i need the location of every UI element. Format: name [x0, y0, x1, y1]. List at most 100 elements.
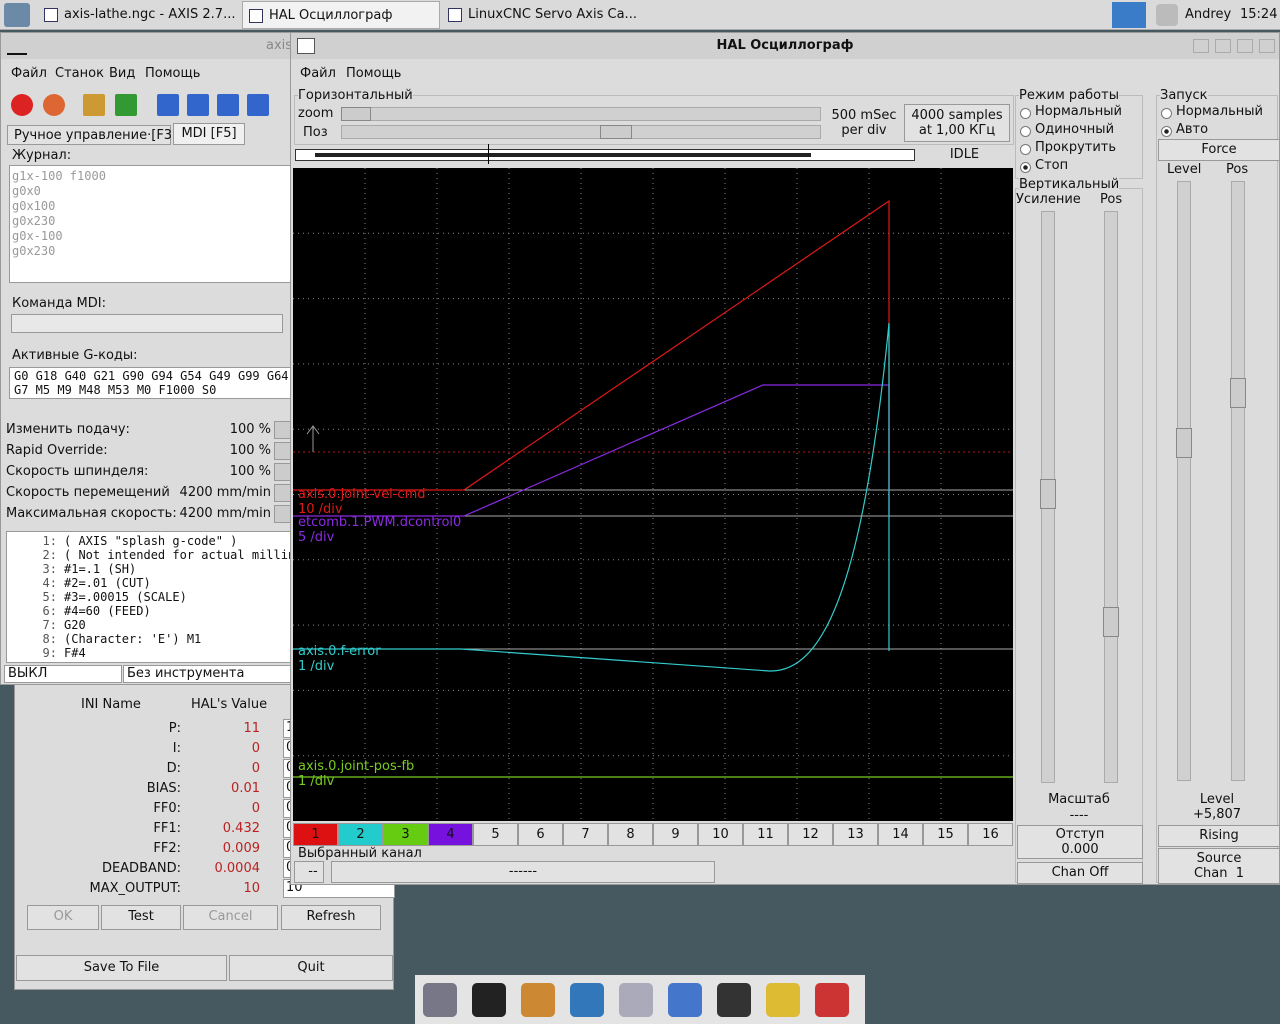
button[interactable]: Chan Off: [1017, 862, 1143, 884]
param-value: 0: [251, 761, 260, 776]
frame-label: Вертикальный: [1019, 177, 1120, 192]
code-line: (Character: 'E') M1: [64, 632, 202, 646]
source-button[interactable]: Source Chan 1: [1158, 848, 1280, 884]
radio-label: Нормальный: [1035, 104, 1122, 119]
toolbar-button[interactable]: [247, 94, 269, 116]
slider[interactable]: [1177, 181, 1191, 781]
menu-item[interactable]: Помощь: [145, 66, 201, 81]
menu-item[interactable]: Файл: [11, 66, 47, 81]
slider-thumb[interactable]: [600, 125, 632, 139]
toolbar-button[interactable]: [217, 94, 239, 116]
override-label: Rapid Override:: [6, 443, 108, 458]
dock-icon[interactable]: [423, 983, 457, 1017]
dock-icon[interactable]: [521, 983, 555, 1017]
toolbar-button[interactable]: [83, 94, 105, 116]
window-control[interactable]: [1259, 39, 1275, 53]
journal-line: g0x230: [12, 214, 56, 228]
dock-icon[interactable]: [472, 983, 506, 1017]
task-button[interactable]: axis-lathe.ngc - AXIS 2.7...: [38, 1, 242, 29]
dock-icon[interactable]: [717, 983, 751, 1017]
channel-button[interactable]: 8: [608, 823, 653, 846]
button[interactable]: Quit: [229, 955, 393, 981]
window-control[interactable]: [1237, 39, 1253, 53]
radio[interactable]: [1020, 126, 1031, 137]
task-button[interactable]: LinuxCNC Servo Axis Ca...: [442, 1, 640, 29]
radio[interactable]: [1020, 144, 1031, 155]
toolbar-button[interactable]: [43, 94, 65, 116]
channel-button[interactable]: 15: [923, 823, 968, 846]
slider[interactable]: [1104, 211, 1118, 783]
frame-label: Режим работы: [1019, 88, 1119, 103]
slider-thumb[interactable]: [341, 107, 371, 121]
channel-button[interactable]: 1: [293, 823, 338, 846]
offset-button[interactable]: Отступ 0.000: [1017, 825, 1143, 859]
button[interactable]: Rising: [1158, 825, 1280, 847]
button[interactable]: Save To File: [16, 955, 227, 981]
menu-item[interactable]: Файл: [300, 66, 336, 81]
menu-item[interactable]: Помощь: [346, 66, 402, 81]
channel-button[interactable]: 6: [518, 823, 563, 846]
start-button[interactable]: [4, 3, 30, 27]
radio[interactable]: [1020, 108, 1031, 119]
label: Pos: [1100, 192, 1123, 207]
dock-icon[interactable]: [668, 983, 702, 1017]
tab[interactable]: MDI [F5]: [173, 123, 245, 145]
program: 1: ( AXIS "splash g-code" ) 2: ( Not intend…: [6, 531, 302, 663]
channel-button[interactable]: 12: [788, 823, 833, 846]
tray-icon[interactable]: [1112, 2, 1146, 28]
channel-button[interactable]: 4: [428, 823, 473, 846]
button[interactable]: Test: [101, 905, 181, 930]
code-line: ( Not intended for actual milling: [64, 548, 303, 562]
toolbar-button[interactable]: [11, 94, 33, 116]
channel-button[interactable]: 3: [383, 823, 428, 846]
radio[interactable]: [1161, 126, 1172, 137]
menu-item[interactable]: Вид: [109, 66, 136, 81]
radio[interactable]: [1020, 162, 1031, 173]
button[interactable]: Force: [1158, 139, 1280, 161]
dock-icon[interactable]: [570, 983, 604, 1017]
dock-icon[interactable]: [766, 983, 800, 1017]
channel-button[interactable]: 11: [743, 823, 788, 846]
button[interactable]: Cancel: [183, 905, 278, 930]
toolbar-button[interactable]: [115, 94, 137, 116]
button[interactable]: OK: [27, 905, 99, 930]
button[interactable]: Refresh: [281, 905, 381, 930]
menu-item[interactable]: Станок: [55, 66, 104, 81]
slider[interactable]: [341, 125, 821, 139]
slider-thumb[interactable]: [1230, 378, 1246, 408]
param-name: FF0:: [153, 801, 181, 816]
channel-button[interactable]: 5: [473, 823, 518, 846]
trigger-marker: [306, 425, 320, 452]
window-control[interactable]: [1193, 39, 1209, 53]
slider-thumb[interactable]: [1040, 479, 1056, 509]
dock-icon[interactable]: [619, 983, 653, 1017]
label: zoom: [298, 106, 334, 121]
tray-icon[interactable]: [1156, 4, 1178, 26]
dock-icon[interactable]: [815, 983, 849, 1017]
window-control[interactable]: [1215, 39, 1231, 53]
task-button[interactable]: HAL Осциллограф: [242, 1, 440, 29]
slider[interactable]: [1231, 181, 1245, 781]
label: Level: [1199, 792, 1235, 807]
toolbar-button[interactable]: [187, 94, 209, 116]
channel-button[interactable]: 7: [563, 823, 608, 846]
line-number: 9:: [42, 646, 57, 660]
channel-button[interactable]: 9: [653, 823, 698, 846]
channel-button[interactable]: 14: [878, 823, 923, 846]
channel-button[interactable]: 2: [338, 823, 383, 846]
channel-button[interactable]: 10: [698, 823, 743, 846]
mdi-entry[interactable]: [11, 314, 283, 333]
radio[interactable]: [1161, 108, 1172, 119]
slider-thumb[interactable]: [1176, 428, 1192, 458]
user-name: Andrey: [1185, 7, 1232, 22]
tab[interactable]: Ручное управление·[F3]: [7, 125, 177, 145]
slider-thumb[interactable]: [1103, 607, 1119, 637]
channel-button[interactable]: 13: [833, 823, 878, 846]
gcode-line: G7 M5 M9 M48 M53 M0 F1000 S0: [14, 383, 217, 397]
channel-button[interactable]: 16: [968, 823, 1013, 846]
samples-button[interactable]: 4000 samples at 1,00 КГц: [904, 104, 1010, 142]
trace-scale: 1 /div: [298, 659, 335, 674]
slider[interactable]: [341, 107, 821, 121]
label: Pos: [1226, 162, 1249, 177]
toolbar-button[interactable]: [157, 94, 179, 116]
